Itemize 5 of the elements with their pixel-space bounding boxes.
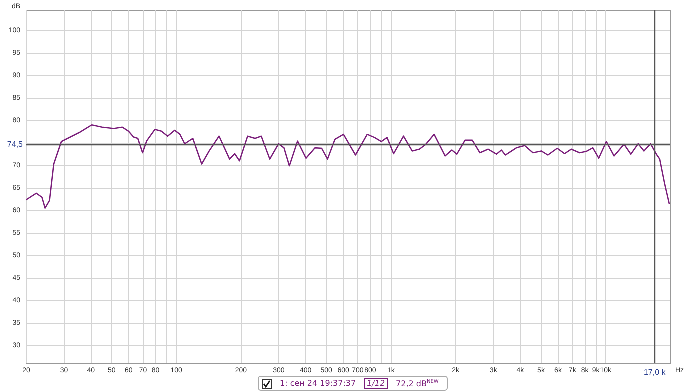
text: 1: сен 24 19:37:37: [280, 379, 356, 388]
text: 72,2 dB$^{NEW}$: [396, 378, 439, 388]
text: 1/12: [364, 378, 388, 389]
ref-line-label: 74,5: [7, 140, 24, 149]
ref-line-label: 17,0 k: [644, 368, 667, 377]
